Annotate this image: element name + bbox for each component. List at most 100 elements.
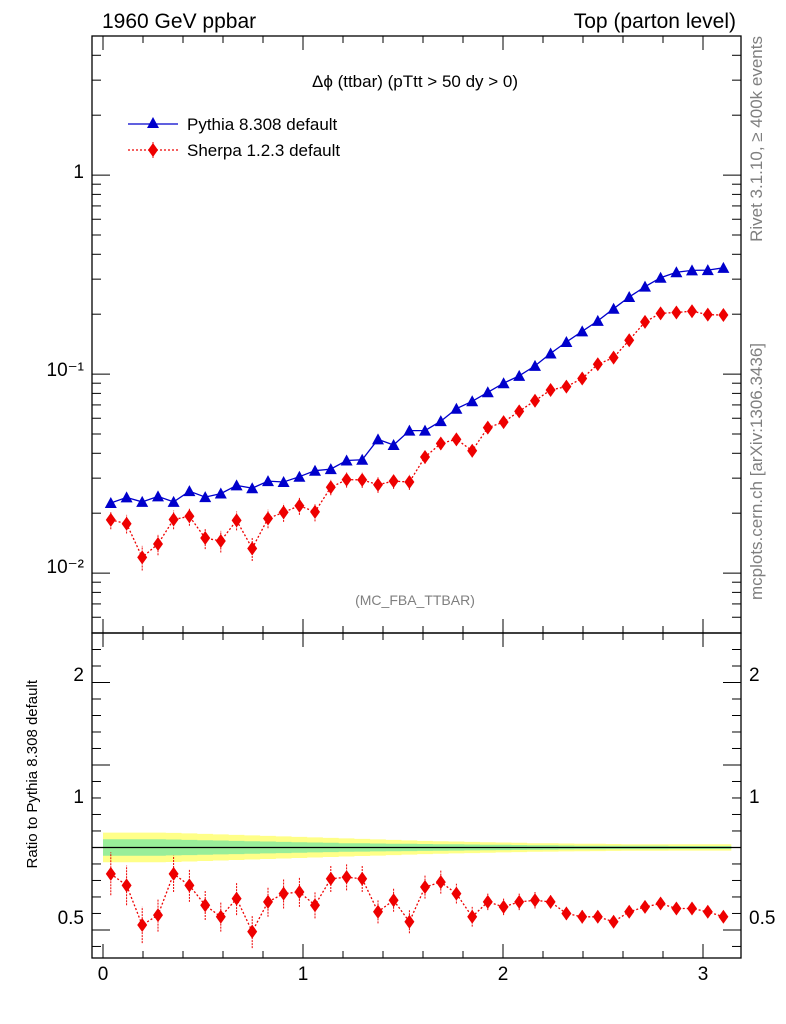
pythia-marker <box>466 395 479 407</box>
pythia-marker <box>481 386 494 398</box>
pythia-marker <box>591 314 604 326</box>
pythia-marker <box>136 495 149 507</box>
sherpa-marker <box>577 371 588 386</box>
sherpa-marker <box>404 474 415 489</box>
sherpa-marker <box>420 450 430 465</box>
pythia-marker <box>717 261 730 273</box>
ratio-marker <box>137 918 148 933</box>
ytick-label-top-1: 10⁻¹ <box>47 360 85 381</box>
pythia-marker <box>686 264 698 276</box>
legend-label-pythia: Pythia 8.308 default <box>187 115 338 134</box>
sherpa-marker <box>498 415 509 430</box>
ratio-marker <box>388 893 399 908</box>
pythia-marker <box>372 433 384 445</box>
ratio-marker <box>435 875 446 890</box>
legend-label-sherpa: Sherpa 1.2.3 default <box>187 141 340 160</box>
ratio-marker <box>357 871 368 886</box>
sherpa-marker <box>451 432 462 447</box>
ratio-marker <box>451 886 462 901</box>
sherpa-marker <box>592 357 603 372</box>
pythia-marker <box>434 415 447 427</box>
ratio-marker <box>168 866 179 881</box>
ytick-label-ratio-right-1: 1 <box>749 787 760 808</box>
sherpa-marker <box>184 509 195 524</box>
sherpa-marker <box>687 304 697 319</box>
ratio-line <box>110 872 724 934</box>
pythia-marker <box>293 470 306 482</box>
pythia-marker <box>324 463 337 475</box>
pythia-line <box>110 267 724 504</box>
ratio-marker <box>341 870 352 885</box>
sherpa-marker <box>482 420 493 435</box>
pythia-marker <box>120 491 133 503</box>
ratio-marker <box>373 904 383 919</box>
ratio-marker <box>655 896 666 911</box>
xtick-label-2: 2 <box>498 964 509 985</box>
sherpa-marker <box>294 498 305 513</box>
pythia-marker <box>497 377 510 389</box>
sherpa-marker <box>121 516 132 531</box>
pythia-marker <box>387 439 400 451</box>
ratio-uncertainty-bands <box>92 832 741 863</box>
pythia-marker <box>560 335 573 347</box>
ratio-marker <box>592 909 603 924</box>
xtick-label-0: 0 <box>98 964 109 985</box>
pythia-marker <box>262 475 274 487</box>
ratio-marker <box>200 898 211 913</box>
ytick-label-ratio-2: 2 <box>73 665 84 686</box>
pythia-marker <box>544 347 557 359</box>
pythia-marker <box>152 490 164 502</box>
sherpa-marker <box>168 512 179 527</box>
ratio-marker <box>514 894 525 909</box>
ratio-marker <box>121 878 132 893</box>
ytick-label-ratio-right-0: 0.5 <box>749 908 775 929</box>
sherpa-marker <box>530 393 540 408</box>
sherpa-marker <box>200 531 211 546</box>
analysis-tag: (MC_FBA_TTBAR) <box>355 592 475 608</box>
pythia-marker <box>513 369 526 381</box>
sherpa-marker <box>247 541 258 556</box>
legend: Pythia 8.308 default Sherpa 1.2.3 defaul… <box>128 115 340 160</box>
ratio-marker <box>561 906 572 921</box>
sherpa-marker <box>215 533 226 548</box>
pythia-marker <box>403 424 416 436</box>
ytick-label-top-0: 10⁻² <box>47 557 85 578</box>
sherpa-marker <box>310 504 320 519</box>
pythia-marker <box>104 497 117 509</box>
ratio-marker <box>294 885 305 900</box>
ratio-ylabel: Ratio to Pythia 8.308 default <box>24 679 41 868</box>
header-left: 1960 GeV ppbar <box>102 10 256 33</box>
pythia-marker <box>340 454 353 466</box>
ratio-marker <box>640 899 650 914</box>
ytick-label-ratio-right-2: 2 <box>749 665 760 686</box>
ratio-marker <box>498 899 509 914</box>
pythia-marker <box>419 424 431 436</box>
ratio-marker <box>718 909 729 924</box>
sherpa-marker <box>105 512 116 527</box>
sherpa-marker <box>278 505 289 520</box>
ratio-marker <box>482 894 493 909</box>
sherpa-marker <box>561 379 572 394</box>
ratio-marker <box>215 909 226 924</box>
pythia-marker <box>230 479 243 491</box>
ratio-marker <box>671 901 682 916</box>
sherpa-marker <box>718 308 729 323</box>
pythia-marker <box>607 302 620 314</box>
sherpa-marker <box>608 350 619 365</box>
ratio-marker <box>467 909 478 924</box>
sherpa-marker <box>388 474 399 489</box>
ratio-marker <box>310 898 320 913</box>
ratio-marker <box>231 891 242 906</box>
sherpa-marker <box>671 305 682 320</box>
sherpa-marker <box>137 550 148 565</box>
pythia-marker <box>623 291 636 303</box>
sherpa-marker <box>357 472 368 487</box>
ratio-marker <box>263 894 273 909</box>
ratio-marker <box>278 886 289 901</box>
ratio-marker <box>624 904 635 919</box>
pythia-marker <box>670 266 683 278</box>
legend-marker-pythia <box>147 117 159 128</box>
sherpa-line <box>110 310 724 559</box>
ratio-marker <box>247 924 258 939</box>
